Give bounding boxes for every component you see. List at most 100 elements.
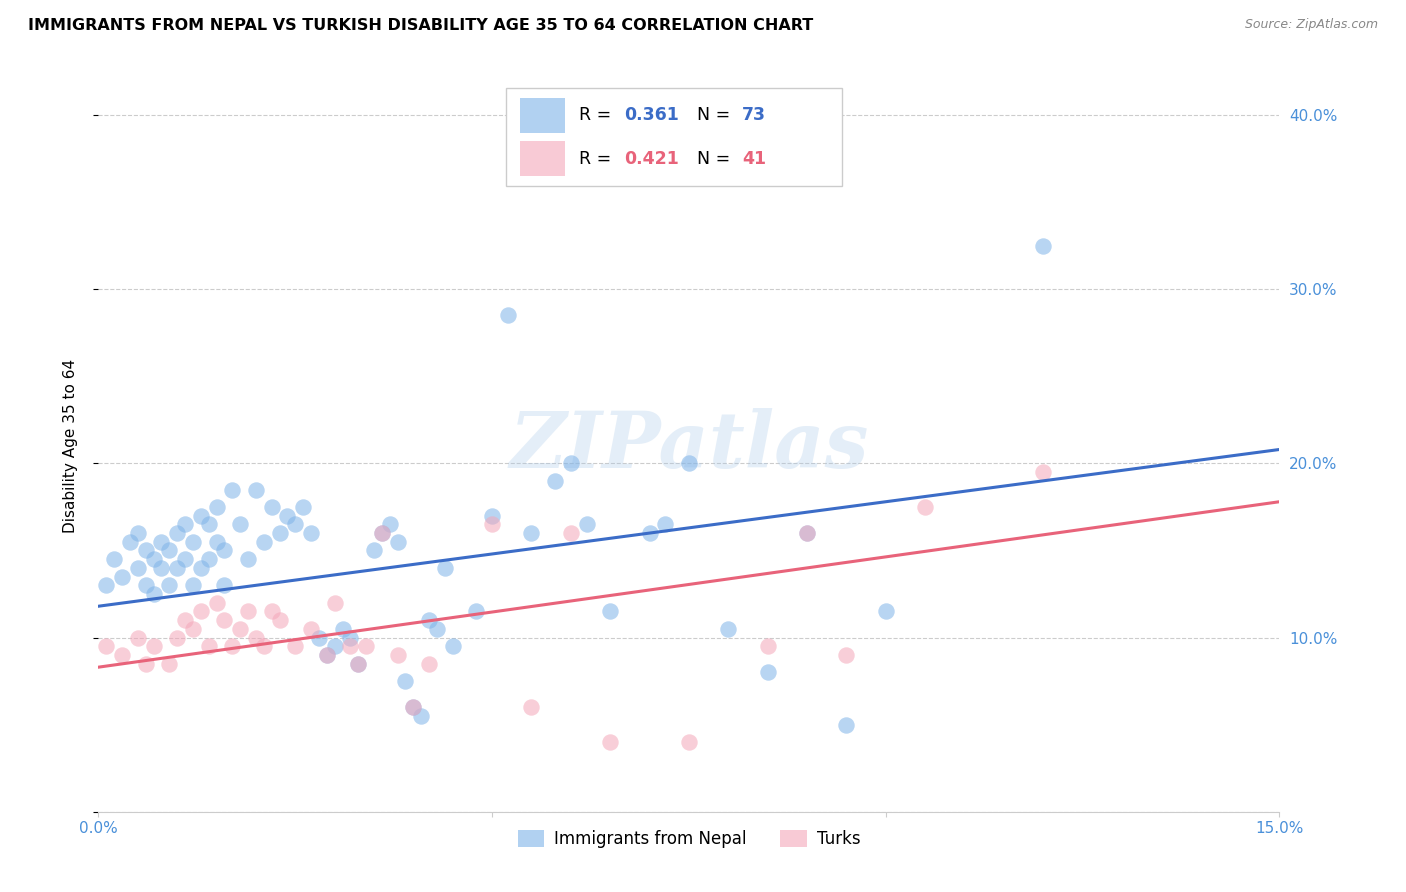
Point: [205, 534, 228, 549]
Point: [166, 631, 188, 645]
Text: N =: N =: [697, 150, 735, 168]
Point: [135, 578, 157, 592]
Point: [796, 526, 818, 541]
Point: [221, 640, 243, 654]
Point: [323, 640, 346, 654]
Point: [284, 517, 307, 532]
Point: [496, 309, 519, 323]
Point: [253, 534, 276, 549]
Point: [142, 552, 165, 566]
Point: [135, 543, 157, 558]
Point: [157, 578, 180, 592]
Point: [638, 526, 661, 541]
Text: Source: ZipAtlas.com: Source: ZipAtlas.com: [1244, 18, 1378, 31]
Text: R =: R =: [579, 106, 617, 124]
Point: [418, 613, 440, 627]
Point: [299, 526, 322, 541]
Point: [299, 622, 322, 636]
Point: [465, 604, 488, 618]
Point: [181, 578, 204, 592]
Point: [315, 648, 337, 662]
Point: [174, 517, 197, 532]
Point: [441, 640, 464, 654]
Point: [835, 648, 858, 662]
Bar: [520, 141, 565, 177]
Point: [756, 665, 779, 680]
Text: IMMIGRANTS FROM NEPAL VS TURKISH DISABILITY AGE 35 TO 64 CORRELATION CHART: IMMIGRANTS FROM NEPAL VS TURKISH DISABIL…: [28, 18, 813, 33]
Point: [142, 587, 165, 601]
Point: [914, 500, 936, 514]
Y-axis label: Disability Age 35 to 64: Disability Age 35 to 64: [63, 359, 77, 533]
Point: [157, 657, 180, 671]
Point: [363, 543, 385, 558]
Point: [560, 457, 582, 471]
Point: [221, 483, 243, 497]
Point: [190, 508, 212, 523]
Point: [678, 735, 700, 749]
Point: [354, 640, 377, 654]
Point: [544, 474, 567, 488]
Point: [411, 709, 433, 723]
Point: [260, 500, 283, 514]
Point: [111, 648, 134, 662]
Point: [127, 526, 149, 541]
Legend: Immigrants from Nepal, Turks: Immigrants from Nepal, Turks: [510, 823, 868, 855]
Point: [214, 543, 236, 558]
Point: [339, 640, 361, 654]
Point: [387, 648, 409, 662]
Point: [347, 657, 370, 671]
Text: 73: 73: [742, 106, 766, 124]
Point: [111, 569, 134, 583]
Point: [214, 613, 236, 627]
Point: [127, 561, 149, 575]
Point: [245, 631, 267, 645]
Point: [394, 674, 416, 689]
Point: [308, 631, 330, 645]
Point: [520, 526, 543, 541]
Point: [135, 657, 157, 671]
Point: [150, 561, 173, 575]
Point: [292, 500, 315, 514]
Point: [433, 561, 456, 575]
Point: [197, 552, 219, 566]
Point: [197, 517, 219, 532]
Point: [756, 640, 779, 654]
Point: [796, 526, 818, 541]
Point: [181, 534, 204, 549]
Point: [96, 640, 118, 654]
Point: [142, 640, 165, 654]
Point: [276, 508, 298, 523]
Point: [236, 604, 259, 618]
Point: [174, 613, 197, 627]
Point: [181, 622, 204, 636]
Point: [378, 517, 401, 532]
Point: [402, 700, 425, 714]
Point: [371, 526, 394, 541]
Point: [236, 552, 259, 566]
Point: [229, 517, 252, 532]
Point: [371, 526, 394, 541]
Point: [269, 526, 291, 541]
Point: [481, 517, 503, 532]
Point: [418, 657, 440, 671]
Point: [253, 640, 276, 654]
Point: [157, 543, 180, 558]
Point: [103, 552, 125, 566]
Point: [315, 648, 337, 662]
Point: [229, 622, 252, 636]
Point: [166, 561, 188, 575]
Text: 41: 41: [742, 150, 766, 168]
Point: [323, 596, 346, 610]
Text: 0.421: 0.421: [624, 150, 679, 168]
Point: [205, 596, 228, 610]
Point: [127, 631, 149, 645]
Point: [214, 578, 236, 592]
Point: [387, 534, 409, 549]
Point: [575, 517, 598, 532]
Point: [599, 604, 621, 618]
Point: [245, 483, 267, 497]
Text: 0.361: 0.361: [624, 106, 679, 124]
Point: [118, 534, 141, 549]
Point: [426, 622, 449, 636]
Point: [284, 640, 307, 654]
